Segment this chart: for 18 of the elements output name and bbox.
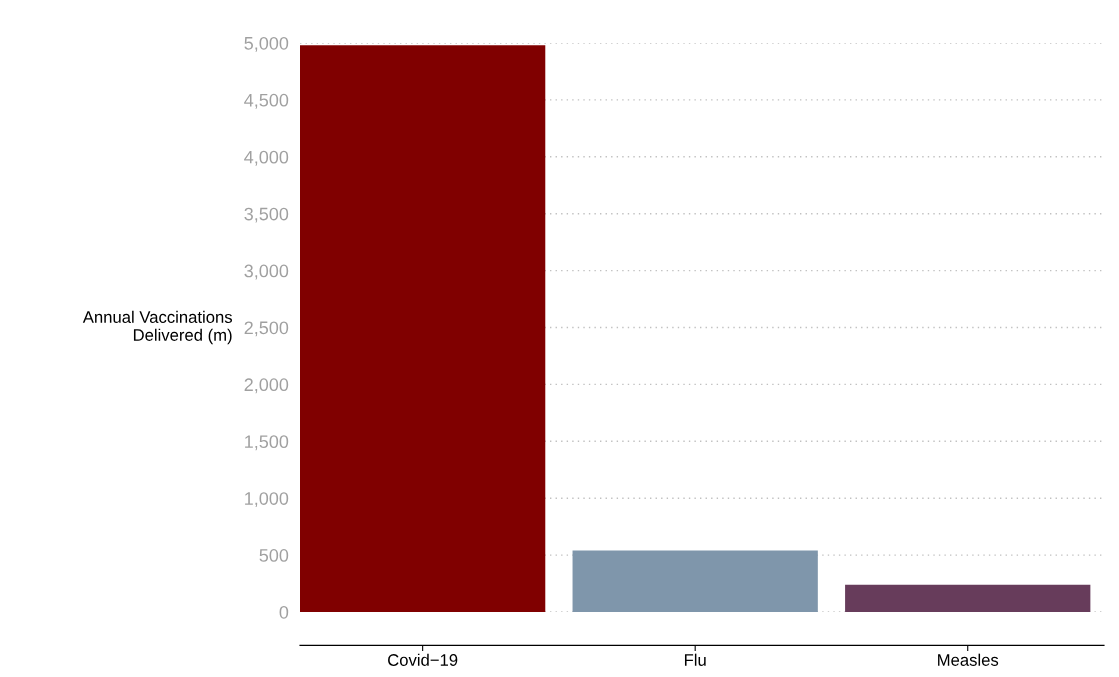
x-tick-label: Measles [938,653,999,666]
y-tick-label: 1,500 [245,435,289,451]
bar [300,45,546,612]
y-tick-label: 3,500 [244,207,289,223]
y-tick-label: 2,000 [244,378,289,394]
x-tick-label: Flu [684,653,706,666]
y-axis-title: Annual Vaccinations Delivered (m) [82,310,233,345]
y-tick-label: 500 [259,549,289,562]
y-tick-label: 1,000 [245,492,289,508]
y-tick-label: 4,500 [244,93,289,109]
x-tick-label: Covid−19 [388,653,458,666]
bar [572,550,818,612]
y-tick-label: 3,000 [244,264,289,280]
y-tick-label: 4,000 [244,150,289,166]
bar [845,584,1091,612]
y-tick-label: 2,500 [244,321,289,337]
y-tick-label: 5,000 [244,36,289,52]
y-tick-label: 0 [279,605,289,619]
